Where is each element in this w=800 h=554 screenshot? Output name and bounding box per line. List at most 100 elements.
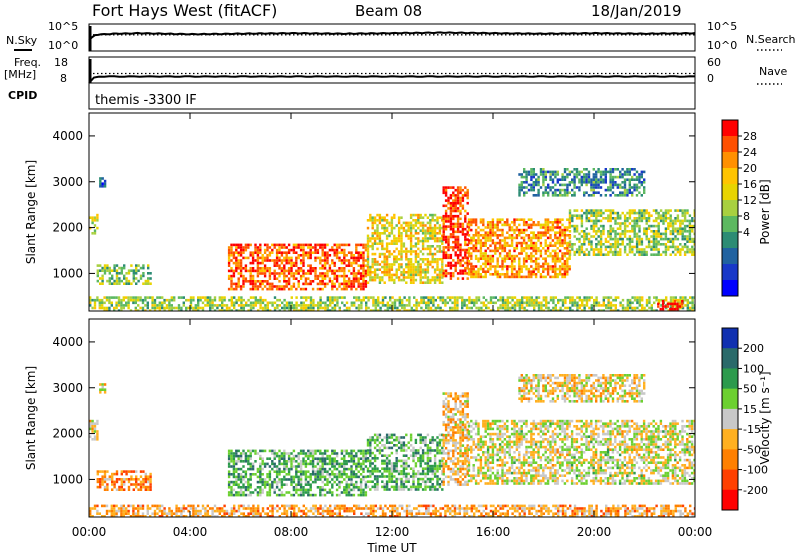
heat-cell xyxy=(636,296,639,299)
heat-cell xyxy=(91,422,94,425)
heat-cell xyxy=(426,226,430,230)
heat-cell xyxy=(655,232,658,236)
heat-cell xyxy=(386,304,389,307)
heat-cell xyxy=(111,480,114,484)
heat-cell xyxy=(299,267,303,270)
heat-cell xyxy=(290,259,293,262)
heat-cell xyxy=(240,304,243,307)
heat-cell xyxy=(568,236,571,240)
heat-cell xyxy=(256,259,260,262)
heat-cell xyxy=(273,491,276,494)
heat-cell xyxy=(362,269,365,273)
heat-cell xyxy=(381,265,384,269)
heat-cell xyxy=(237,298,241,302)
heat-cell xyxy=(614,183,617,187)
heat-cell xyxy=(679,253,682,256)
heat-cell xyxy=(452,186,455,189)
heat-cell xyxy=(438,245,442,248)
heat-cell xyxy=(604,178,607,181)
heat-cell xyxy=(359,452,363,455)
heat-cell xyxy=(371,232,374,235)
heat-cell xyxy=(456,243,460,247)
heat-cell xyxy=(242,277,245,280)
heat-cell xyxy=(614,230,617,233)
heat-cell xyxy=(444,304,447,307)
heat-cell xyxy=(585,219,588,223)
heat-cell xyxy=(278,488,281,492)
heat-cell xyxy=(419,229,422,232)
heat-cell xyxy=(587,211,591,215)
heat-cell xyxy=(623,194,627,197)
heat-cell xyxy=(667,217,670,220)
heat-cell xyxy=(350,467,353,471)
heat-cell xyxy=(189,298,193,302)
heat-cell xyxy=(390,276,394,279)
heat-cell xyxy=(302,491,305,494)
heat-cell xyxy=(268,267,272,270)
heat-cell xyxy=(287,243,291,247)
heat-cell xyxy=(137,478,140,481)
heat-cell xyxy=(678,305,682,308)
heat-cell xyxy=(335,277,339,280)
heat-cell xyxy=(628,240,632,243)
heat-cell xyxy=(331,493,334,497)
heat-cell xyxy=(259,269,262,273)
heat-cell xyxy=(477,273,480,276)
heat-cell xyxy=(345,486,348,489)
heat-cell xyxy=(271,251,274,254)
heat-cell xyxy=(295,264,298,267)
heat-cell xyxy=(655,235,658,238)
heat-cell xyxy=(427,296,430,299)
heat-cell xyxy=(127,269,131,272)
heat-cell xyxy=(599,178,603,181)
heat-cell xyxy=(691,296,694,299)
heat-cell xyxy=(566,241,569,245)
heat-cell xyxy=(554,273,557,276)
heat-cell xyxy=(583,232,586,236)
heat-cell xyxy=(123,470,126,473)
heat-cell xyxy=(383,260,386,264)
heat-cell xyxy=(461,188,465,192)
heat-cell xyxy=(311,493,315,497)
heat-cell xyxy=(180,296,183,299)
heat-cell xyxy=(525,178,528,181)
heat-cell xyxy=(506,244,509,247)
heat-cell xyxy=(466,222,469,226)
heat-cell xyxy=(506,218,509,221)
heat-cell xyxy=(400,265,403,269)
heat-cell xyxy=(684,304,687,307)
heat-cell xyxy=(113,485,116,489)
heat-cell xyxy=(466,272,469,275)
heat-cell xyxy=(641,296,644,299)
heat-cell xyxy=(311,251,315,254)
heat-cell xyxy=(185,306,188,310)
heat-cell xyxy=(383,281,386,284)
heat-cell xyxy=(266,259,269,262)
heat-cell xyxy=(532,173,535,176)
heat-cell xyxy=(142,282,145,285)
heat-cell xyxy=(607,240,610,243)
heat-cell xyxy=(251,473,255,476)
heat-cell xyxy=(319,467,322,471)
heat-cell xyxy=(302,470,305,473)
heat-cell xyxy=(604,253,608,256)
heat-cell xyxy=(621,309,625,311)
heat-cell xyxy=(299,473,303,476)
heat-cell xyxy=(385,268,389,271)
heat-cell xyxy=(247,460,250,463)
heat-cell xyxy=(466,266,469,270)
heat-cell xyxy=(486,270,490,273)
heat-cell xyxy=(295,470,298,473)
heat-cell xyxy=(288,304,291,307)
heat-cell xyxy=(451,309,454,311)
freq-label: Freq. xyxy=(14,56,41,69)
heat-cell xyxy=(515,241,519,245)
heat-cell xyxy=(135,282,138,285)
heat-cell xyxy=(328,480,332,484)
heat-cell xyxy=(275,475,279,479)
heat-cell xyxy=(230,449,233,453)
heat-cell xyxy=(393,216,396,219)
heat-cell xyxy=(583,230,586,233)
heat-cell xyxy=(597,168,600,171)
heat-cell xyxy=(470,241,473,245)
